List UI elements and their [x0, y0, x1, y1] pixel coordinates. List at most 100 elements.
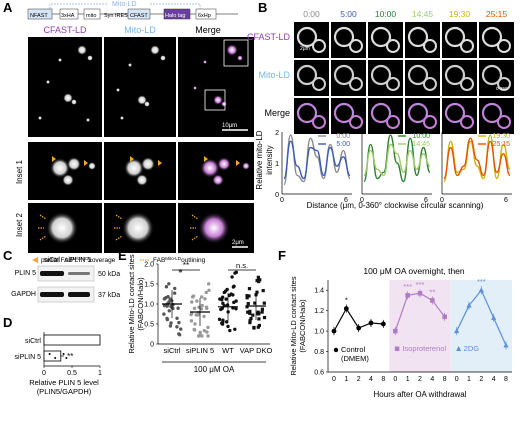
ld-ring: [386, 39, 400, 53]
data-point: [234, 307, 238, 311]
construct-mitold-label: Mito-LD: [112, 1, 137, 8]
data-point: [249, 316, 253, 321]
data-point: [173, 286, 177, 291]
data-point: [368, 320, 374, 326]
tick-label: 1: [406, 376, 410, 383]
data-point: [190, 300, 194, 304]
data-point: [193, 322, 197, 326]
data-point: [257, 317, 261, 321]
data-point: [417, 290, 423, 296]
construct-seg-6xhp: 6xHp: [198, 13, 211, 19]
data-point: [252, 326, 256, 330]
data-point: [248, 319, 252, 323]
data-point: [205, 330, 209, 334]
axis-label: Relative Mito-LD contact sites: [289, 276, 298, 375]
data-point: [205, 306, 209, 311]
data-point: [454, 328, 460, 334]
data-point: [229, 292, 233, 296]
data-point: [491, 315, 497, 320]
tick-label: 1.2: [314, 308, 324, 315]
intensity-trace: [363, 143, 431, 177]
data-point: [257, 323, 261, 328]
data-point: [166, 295, 170, 299]
svg-text:FABMito-LDoutlining: FABMito-LDoutlining: [153, 256, 206, 264]
construct-seg-cfast: CFAST: [130, 13, 148, 19]
category-label: siCtrl: [163, 346, 180, 355]
data-point: [466, 302, 472, 308]
data-point: [246, 310, 250, 314]
data-point: [220, 322, 225, 326]
ld-ring: [407, 64, 429, 86]
time-label-0: 0:00: [303, 9, 320, 19]
data-point: [221, 301, 225, 306]
tick-label: 1.0: [144, 302, 154, 309]
data-point: [234, 270, 239, 275]
ld-ring: [423, 39, 437, 53]
significance-mark: ***: [416, 280, 425, 289]
data-point: [206, 334, 210, 338]
axis-label: (FABCON/Halo): [136, 277, 145, 331]
panelB-xtick: 0: [360, 197, 364, 204]
panelB-scale-label: 2μm: [300, 46, 310, 52]
scale-label-inset: 2μm: [232, 240, 244, 246]
data-point: [226, 324, 230, 329]
micrograph-mitold: [104, 37, 176, 137]
legend-marker: [333, 347, 339, 353]
axis-label: (FABCON/Halo): [298, 299, 307, 353]
intensity-trace: [363, 134, 431, 183]
panelA-legend: partial FABMito-LDcoverage FABMito-LDout…: [32, 256, 206, 264]
construct-diagram: Mito-LD NFAST 3xHA mito Syn IRES CFAST H…: [27, 1, 238, 20]
data-point: [199, 295, 204, 299]
category-label: WT: [222, 346, 234, 355]
tick-label: 0: [455, 376, 459, 383]
ld-ring: [444, 64, 466, 86]
data-point: [503, 342, 509, 348]
data-point: [218, 297, 222, 301]
data-point: [177, 333, 182, 337]
data-point: [54, 357, 57, 359]
2dg-shading: [450, 280, 512, 372]
construct-seg-ires: Syn IRES: [104, 13, 128, 19]
panelB-row-cfast: CFAST-LD: [247, 32, 291, 42]
data-point: [198, 330, 202, 335]
data-point: [169, 321, 173, 325]
tick-label: 0: [332, 376, 336, 383]
data-point: [220, 295, 225, 299]
intensity-trace: [283, 134, 351, 186]
data-point: [179, 327, 183, 331]
blot-lane-1: siCtrl: [44, 257, 60, 264]
tick-label: 2: [479, 376, 483, 383]
panel-letter-e: E: [118, 248, 127, 263]
data-point: [356, 325, 362, 331]
ld-ring: [312, 115, 326, 129]
tick-label: 1.5: [144, 282, 154, 289]
ld-ring: [460, 115, 474, 129]
data-point: [245, 305, 249, 309]
legend-marker: [394, 346, 400, 351]
data-point: [65, 357, 68, 359]
western-blot: siCtrl siPLIN 5 PLIN 5 GAPDH 50 kDa 37 k…: [11, 257, 120, 303]
data-point: [189, 312, 193, 317]
data-point: [478, 287, 484, 293]
tick-label: 2: [418, 376, 422, 383]
data-point: [245, 294, 249, 298]
tick-label: 0.5: [144, 322, 154, 329]
intensity-trace: [283, 140, 351, 180]
tick-label: 1: [467, 376, 471, 383]
data-point: [164, 285, 169, 289]
panelB-legend-entry: 5:00: [336, 141, 350, 148]
data-point: [225, 303, 230, 307]
data-point: [62, 353, 65, 355]
panelB-xtick: 6: [344, 197, 348, 204]
data-point: [191, 294, 196, 298]
panelB-ylabel-2: intensity: [265, 145, 274, 174]
ld-ring-overlay: [371, 103, 391, 123]
axis-label: Relative Mito-LD contact sites: [127, 254, 136, 353]
data-point: [251, 313, 255, 317]
significance-mark: ***: [477, 277, 486, 286]
axis-label: (PLIN5/GAPDH): [37, 387, 92, 396]
data-point: [199, 307, 204, 311]
data-point: [207, 288, 211, 292]
blot-lane-2: siPLIN 5: [65, 257, 92, 264]
significance-mark: ***: [403, 282, 412, 291]
